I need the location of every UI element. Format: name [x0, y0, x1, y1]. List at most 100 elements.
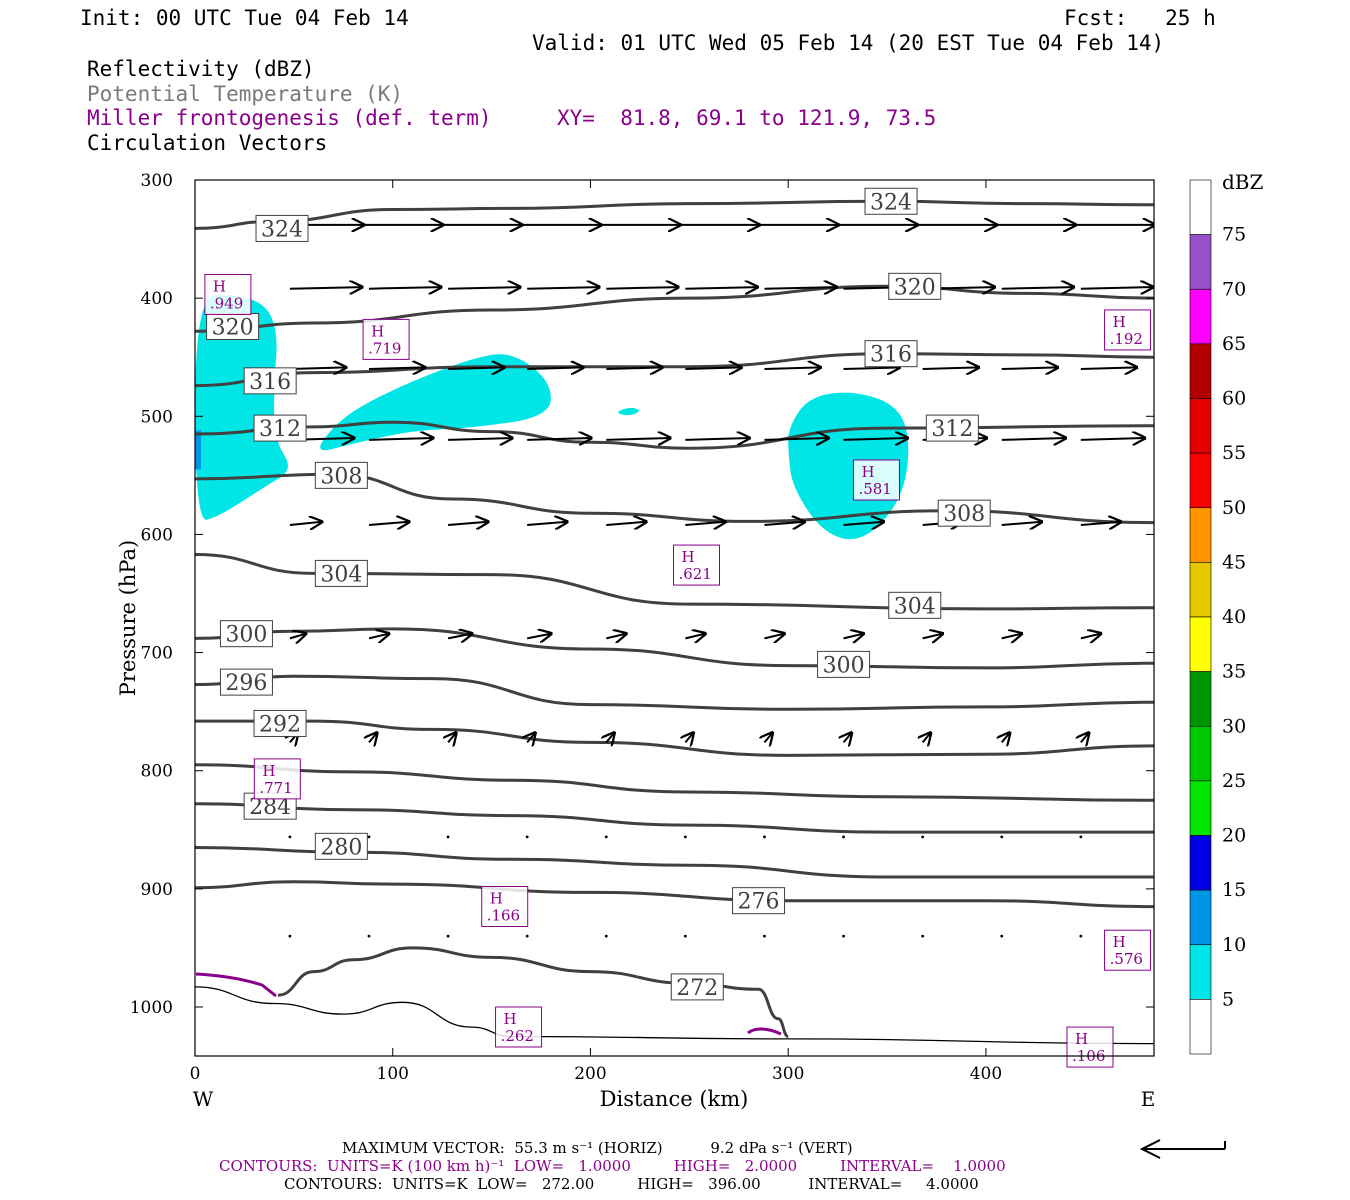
colorbar-segment — [1189, 234, 1212, 290]
theta-label: 272 — [676, 976, 718, 1001]
maximum-label: H — [1113, 933, 1126, 951]
circulation-vector — [527, 522, 567, 525]
y-axis-label: Pressure (hPa) — [116, 540, 140, 696]
topography — [195, 986, 1154, 1045]
colorbar: 5 10 15 20 25 30 35 40 45 50 55 60 65 70 75 — [1189, 179, 1246, 1055]
circulation-vector — [923, 733, 931, 743]
circulation-vector — [527, 438, 591, 440]
circulation-vector — [448, 438, 512, 440]
circulation-vector — [368, 438, 433, 440]
circulation-vector — [369, 733, 377, 743]
circulation-vector — [1080, 634, 1101, 639]
init-time: Init: 00 UTC Tue 04 Feb 14 — [80, 6, 409, 30]
maximum-label: H — [682, 548, 695, 566]
colorbar-label: 65 — [1222, 333, 1246, 355]
theta-contour-288 — [195, 763, 1154, 802]
vector-dot — [763, 934, 766, 938]
colorbar-segment — [1189, 725, 1212, 782]
maximum-box — [481, 885, 529, 927]
circulation-vector — [448, 367, 504, 369]
vectors-title: Circulation Vectors — [87, 131, 328, 155]
theta-label: 276 — [738, 890, 780, 915]
reflectivity-layer — [195, 295, 909, 540]
frontogenesis-maxima: H.949H.719H.192H.581H.621H.771H.166H.576… — [204, 274, 1152, 1068]
circulation-vector — [843, 367, 900, 369]
maximum-label: H — [262, 762, 275, 780]
maximum-box — [852, 459, 900, 501]
colorbar-segment — [1189, 944, 1212, 1000]
circulation-vector — [1080, 522, 1121, 525]
colorbar-label: 70 — [1222, 278, 1246, 300]
theta-label-box — [888, 591, 942, 619]
theta-label: 280 — [320, 835, 362, 860]
theta-label: 308 — [320, 464, 362, 489]
x-tick-label: 200 — [574, 1064, 606, 1084]
colorbar-segment — [1189, 507, 1212, 563]
maximum-label: H — [371, 322, 384, 340]
theta-label: 312 — [259, 417, 301, 442]
circulation-vector — [606, 438, 670, 440]
x-tick-label: 300 — [772, 1064, 804, 1084]
theta-label-box — [219, 620, 273, 648]
colorbar-label: 15 — [1222, 879, 1246, 901]
colorbar-label: 25 — [1222, 770, 1246, 792]
theta-label-box — [314, 461, 368, 489]
theta-label: 304 — [894, 594, 936, 619]
maximum-box — [1104, 929, 1152, 971]
theta-label-box — [314, 559, 368, 587]
vector-dot — [288, 934, 292, 938]
colorbar-label: 20 — [1222, 825, 1246, 847]
circulation-vector — [922, 634, 943, 639]
colorbar-segment — [1189, 999, 1212, 1055]
colorbar-segment — [1189, 780, 1212, 836]
circulation-vector — [289, 287, 362, 289]
maximum-label: H — [490, 889, 503, 907]
theta-contours — [195, 199, 1154, 1038]
theta-contour-276 — [195, 880, 1154, 909]
circulation-vector — [764, 733, 772, 743]
theta-label-box — [219, 668, 273, 696]
maximum-box — [1066, 1026, 1114, 1068]
maximum-label: H — [1075, 1030, 1088, 1048]
colorbar-label: 40 — [1222, 606, 1246, 628]
theta-contour-note: CONTOURS: UNITS=K LOW= 272.00 HIGH= 396.… — [284, 1175, 979, 1193]
y-tick-label: 700 — [141, 644, 173, 664]
vector-dot — [1079, 835, 1083, 839]
theta-label-box — [670, 973, 724, 1001]
theta-label-box — [255, 214, 309, 242]
theta-contour-300 — [195, 627, 1154, 670]
circulation-vector — [1001, 438, 1066, 440]
frontogenesis-contour-note: CONTOURS: UNITS=K (100 km h)⁻¹ LOW= 1.00… — [219, 1157, 1006, 1175]
colorbar-segment — [1189, 179, 1212, 235]
theta-label-box — [864, 340, 918, 368]
maximum-value: .166 — [487, 906, 520, 924]
circulation-vector — [1001, 287, 1074, 289]
colorbar-segment — [1189, 562, 1212, 618]
reflectivity-region — [320, 354, 551, 451]
circulation-vector — [922, 367, 979, 369]
circulation-vector — [606, 522, 646, 525]
reflectivity-title: Reflectivity (dBZ) — [87, 57, 315, 81]
y-tick-label: 900 — [141, 880, 173, 900]
maximum-value: .621 — [679, 565, 712, 583]
theta-label-box — [937, 499, 991, 527]
colorbar-segment — [1189, 452, 1212, 509]
colorbar-segment — [1189, 343, 1212, 399]
circulation-vector — [685, 634, 705, 639]
circulation-vector — [606, 367, 662, 369]
maximum-label: H — [861, 463, 874, 481]
circulation-vector — [1081, 733, 1089, 743]
vector-dot — [367, 934, 371, 938]
colorbar-label: 10 — [1222, 934, 1246, 956]
vector-dot — [446, 835, 450, 839]
theta-contour-292 — [195, 719, 1154, 757]
circulation-vector — [1080, 438, 1145, 440]
theta-label: 324 — [261, 217, 303, 242]
theta-label: 316 — [870, 343, 912, 368]
theta-contour-284 — [195, 802, 1154, 834]
circulation-vector — [1080, 287, 1153, 289]
vector-dot — [763, 835, 766, 839]
vector-dot — [683, 835, 687, 839]
theta-label-box — [864, 187, 918, 215]
